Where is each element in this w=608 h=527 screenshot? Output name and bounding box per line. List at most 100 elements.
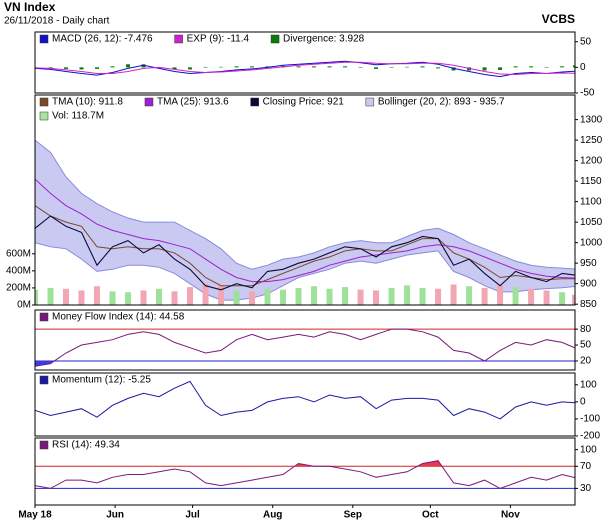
y-tick-label: 80 xyxy=(580,324,592,335)
divergence-bar xyxy=(265,66,270,68)
volume-bar xyxy=(233,290,240,305)
legend-swatch xyxy=(39,312,49,322)
volume-bar xyxy=(280,289,287,305)
divergence-bar xyxy=(48,67,53,69)
legend-label: MACD (26, 12): -7.476 xyxy=(52,34,153,45)
divergence-bar xyxy=(110,66,115,68)
legend-label: Closing Price: 921 xyxy=(263,97,345,108)
divergence-bar xyxy=(64,67,69,69)
volume-bar xyxy=(218,285,225,305)
volume-bar xyxy=(63,288,70,305)
indicator-line xyxy=(35,380,575,420)
legend-swatch xyxy=(270,34,280,44)
volume-bar xyxy=(140,290,147,305)
panel-border xyxy=(34,31,576,94)
divergence-bar xyxy=(467,67,472,71)
panel-frame xyxy=(35,438,575,505)
legend-swatch xyxy=(144,97,154,107)
volume-bar xyxy=(543,290,550,305)
x-tick-label: Sep xyxy=(344,510,362,521)
legend-label: Momentum (12): -5.25 xyxy=(52,375,151,386)
volume-bar xyxy=(528,288,535,305)
volume-bar xyxy=(450,284,457,305)
indicator-line xyxy=(35,178,575,283)
panel-border xyxy=(34,372,576,437)
panel-frame xyxy=(35,373,575,436)
legend-label: RSI (14): 49.34 xyxy=(52,440,120,451)
divergence-bar xyxy=(451,67,456,71)
volume-bar xyxy=(404,285,411,305)
y-tick-label: 950 xyxy=(580,258,597,269)
divergence-bar xyxy=(79,67,84,70)
divergence-bar xyxy=(374,67,379,69)
volume-bar xyxy=(295,287,302,305)
legend-swatch xyxy=(365,97,375,107)
divergence-bar xyxy=(141,64,146,68)
panel-border xyxy=(34,437,576,506)
divergence-bar xyxy=(358,67,363,68)
y-tick-label: 30 xyxy=(580,483,592,494)
legend-label: TMA (25): 913.6 xyxy=(157,97,229,108)
indicator-line xyxy=(35,328,575,367)
y-tick-label: 1100 xyxy=(580,196,602,207)
x-tick-label: May 18 xyxy=(18,510,52,521)
volume-bar xyxy=(373,290,380,305)
y2-tick-label: 600M xyxy=(6,248,31,259)
divergence-bar xyxy=(420,66,425,68)
indicator-line xyxy=(35,460,575,489)
volume-bar xyxy=(109,291,116,305)
y2-tick-label: 200M xyxy=(6,283,31,294)
x-tick-label: Aug xyxy=(263,510,282,521)
divergence-bar xyxy=(513,66,518,68)
legend-label: Vol: 118.7M xyxy=(52,111,104,122)
legend-swatch xyxy=(39,34,49,44)
volume-bar xyxy=(264,288,271,305)
volume-bar xyxy=(187,287,194,305)
indicator-line xyxy=(35,60,575,78)
volume-bar xyxy=(311,286,318,305)
divergence-bar xyxy=(327,66,332,68)
x-tick-label: Nov xyxy=(501,510,520,521)
volume-bar xyxy=(466,286,473,305)
y-tick-label: -100 xyxy=(580,414,600,425)
y-tick-label: 50 xyxy=(580,340,592,351)
volume-bar xyxy=(156,288,163,305)
divergence-bar xyxy=(544,67,549,68)
x-tick-label: Jun xyxy=(106,510,124,521)
volume-bar xyxy=(326,288,333,305)
volume-bar xyxy=(512,287,519,305)
y-tick-label: 900 xyxy=(580,278,597,289)
legend-swatch xyxy=(250,97,259,107)
divergence-bar xyxy=(172,67,177,70)
divergence-bar xyxy=(529,66,534,68)
y2-tick-label: 0M xyxy=(17,300,31,311)
volume-bar xyxy=(419,287,426,305)
divergence-bar xyxy=(188,67,193,70)
legend-swatch xyxy=(39,440,49,450)
y-tick-label: 1150 xyxy=(580,176,602,187)
plot-area xyxy=(35,380,575,420)
divergence-bar xyxy=(560,66,565,68)
y-tick-label: -50 xyxy=(580,88,595,99)
plot-area xyxy=(35,460,575,489)
plot-area xyxy=(35,328,575,367)
divergence-bar xyxy=(296,66,301,68)
volume-bar xyxy=(202,283,209,305)
volume-bar xyxy=(559,292,566,305)
y-tick-label: 70 xyxy=(580,461,592,472)
volume-bar xyxy=(572,294,575,305)
y-tick-label: -200 xyxy=(580,431,600,442)
panel-border xyxy=(34,94,576,306)
indicator-line xyxy=(35,205,575,287)
divergence-bar xyxy=(203,67,208,68)
volume-bar xyxy=(47,287,54,305)
x-tick-label: Jul xyxy=(185,510,200,521)
divergence-bar xyxy=(482,67,487,71)
legend-label: EXP (9): -11.4 xyxy=(187,34,250,45)
legend-label: Divergence: 3.928 xyxy=(283,34,365,45)
panel-frame xyxy=(35,32,575,93)
volume-bar xyxy=(35,289,38,305)
divergence-bar xyxy=(126,64,131,68)
volume-bar xyxy=(481,287,488,305)
